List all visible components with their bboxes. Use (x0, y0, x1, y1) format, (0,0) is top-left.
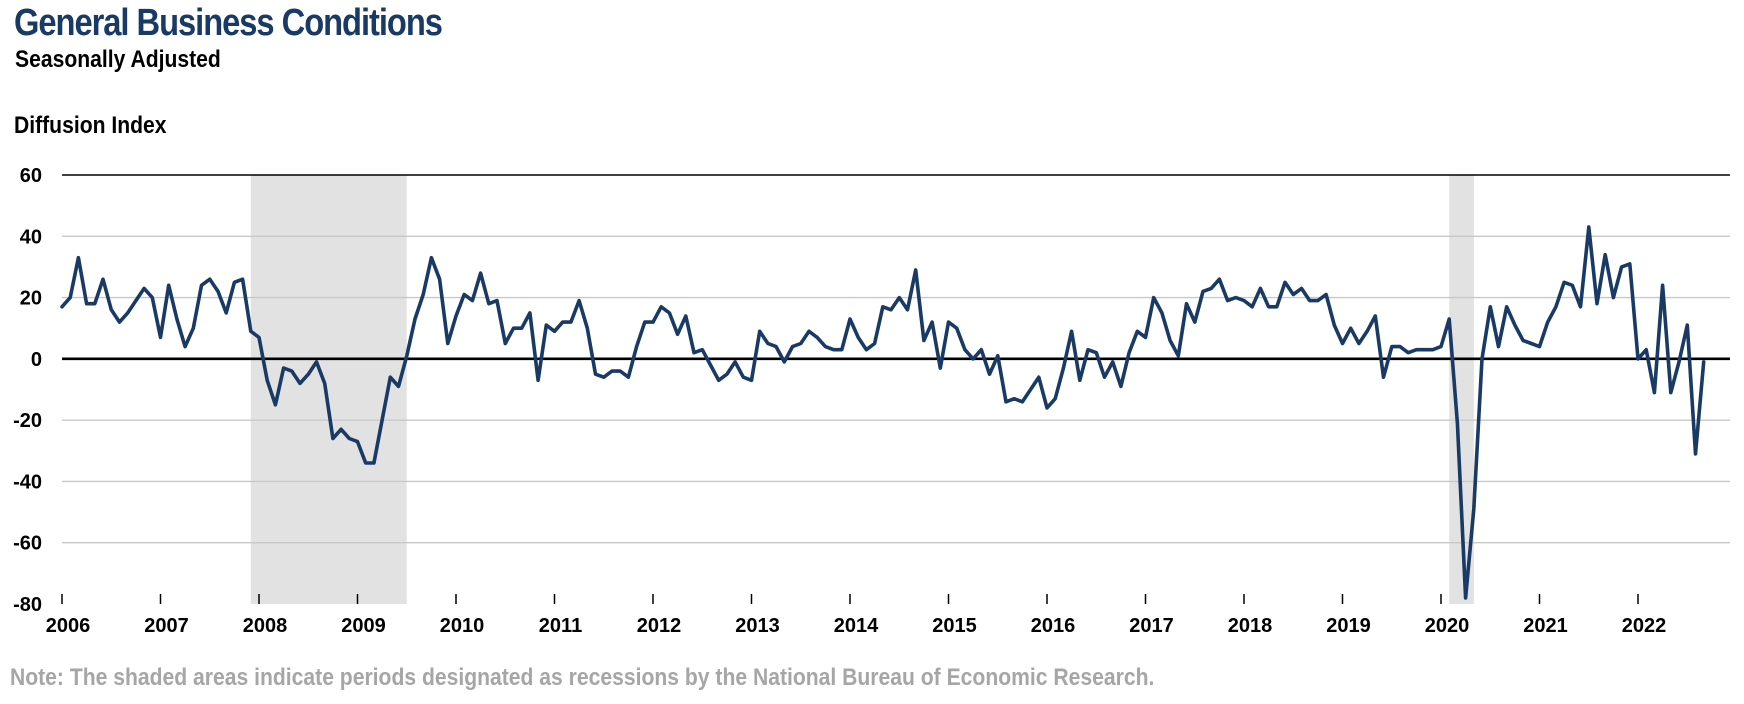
y-tick-label: -20 (13, 410, 42, 432)
y-tick-label: 20 (20, 288, 42, 310)
x-tick-label: 2016 (1031, 615, 1076, 637)
y-tick-label: -60 (13, 533, 42, 555)
x-tick-label: 2014 (834, 615, 879, 637)
x-tick-label: 2020 (1425, 615, 1470, 637)
x-tick-label: 2022 (1622, 615, 1667, 637)
y-axis-label: Diffusion Index (14, 112, 167, 139)
x-tick-label: 2008 (243, 615, 288, 637)
x-tick-label: 2007 (144, 615, 189, 637)
chart-title: General Business Conditions (14, 2, 443, 44)
x-tick-label: 2018 (1228, 615, 1273, 637)
chart-subtitle: Seasonally Adjusted (15, 46, 221, 73)
x-tick-label: 2013 (735, 615, 780, 637)
x-tick-label: 2011 (539, 615, 582, 637)
y-tick-label: 40 (20, 226, 42, 248)
y-tick-label: 0 (31, 349, 42, 371)
y-tick-label: -40 (13, 471, 42, 493)
x-tick-label: 2015 (932, 615, 977, 637)
recession-shading-layer (250, 175, 1474, 604)
x-tick-label: 2019 (1326, 615, 1371, 637)
y-tick-label: 60 (20, 165, 42, 187)
series-line (60, 225, 1706, 600)
y-tick-labels: 60 40 20 0 -20 -40 -60 -80 (13, 165, 42, 616)
gridlines-layer (62, 174, 1730, 544)
y-tick-label: -80 (13, 594, 42, 616)
recession-band-1 (250, 175, 407, 604)
x-tick-label: 2006 (46, 615, 91, 637)
recession-note: Note: The shaded areas indicate periods … (10, 664, 1155, 691)
x-tick-label: 2021 (1523, 615, 1568, 637)
x-tick-label: 2010 (440, 615, 485, 637)
x-tick-label: 2009 (341, 615, 386, 637)
x-tick-label: 2012 (637, 615, 682, 637)
x-tick-marks (61, 594, 1639, 604)
x-tick-label: 2017 (1129, 615, 1174, 637)
x-tick-labels: 2006 2007 2008 2009 2010 2011 2012 2013 2014 2015… (46, 615, 1667, 637)
